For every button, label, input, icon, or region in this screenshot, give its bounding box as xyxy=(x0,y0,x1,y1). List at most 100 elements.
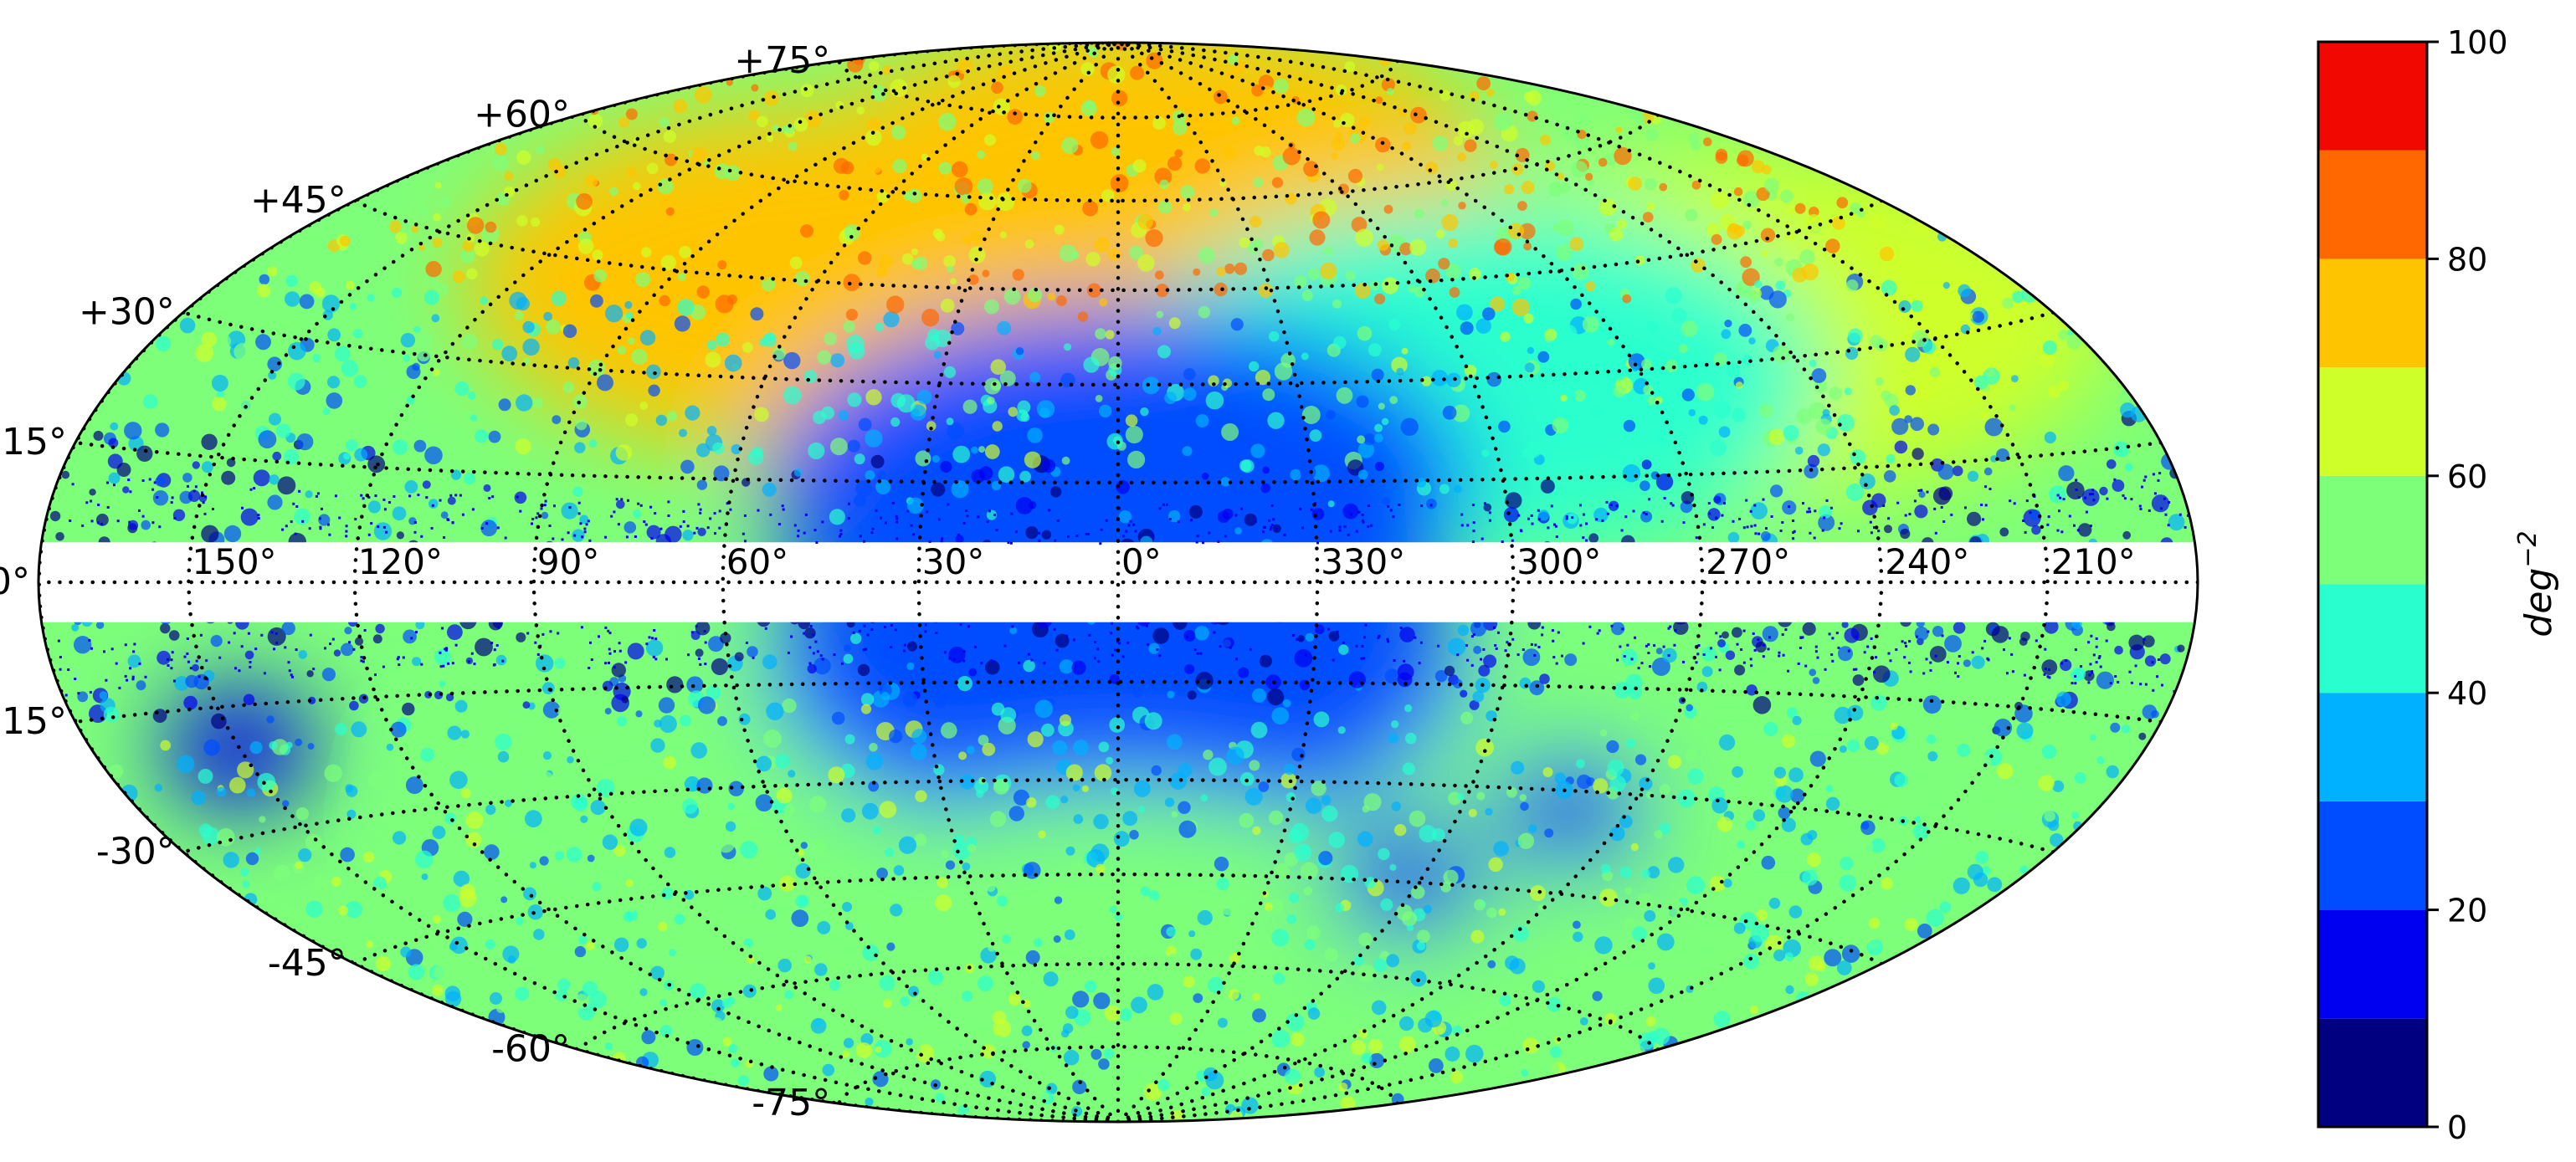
colorbar-tick-label: 20 xyxy=(2447,893,2487,929)
fringe-point xyxy=(1268,519,1271,522)
fringe-point xyxy=(1316,541,1319,545)
fringe-point xyxy=(617,523,620,526)
fringe-point xyxy=(819,654,823,658)
fringe-point xyxy=(377,525,380,529)
speckle xyxy=(1025,526,1039,540)
speckle xyxy=(1560,394,1568,402)
speckle xyxy=(1713,1011,1731,1028)
speckle xyxy=(1262,388,1275,402)
fringe-point xyxy=(1472,521,1475,525)
fringe-point xyxy=(654,637,658,641)
fringe-point xyxy=(352,648,356,651)
fringe-point xyxy=(2152,473,2155,476)
fringe-point xyxy=(1547,526,1550,530)
speckle xyxy=(858,417,872,432)
fringe-point xyxy=(1240,507,1244,510)
speckle xyxy=(1007,109,1024,125)
fringe-point xyxy=(1887,517,1891,520)
fringe-point xyxy=(1835,632,1839,635)
fringe-point xyxy=(1234,514,1238,517)
fringe-point xyxy=(2164,513,2168,516)
fringe-point xyxy=(1715,516,1718,520)
fringe-point xyxy=(871,527,875,530)
fringe-point xyxy=(1127,524,1131,527)
fringe-point xyxy=(408,494,412,498)
fringe-point xyxy=(2141,485,2143,489)
fringe-point xyxy=(1615,504,1619,508)
fringe-point xyxy=(1196,652,1199,655)
fringe-point xyxy=(2089,493,2091,496)
fringe-point xyxy=(1660,520,1664,523)
fringe-point xyxy=(2076,529,2080,532)
fringe-point xyxy=(1361,644,1364,648)
fringe-point xyxy=(1105,519,1108,522)
fringe-point xyxy=(1799,637,1803,639)
fringe-point xyxy=(526,632,530,635)
fringe-point xyxy=(2011,670,2014,673)
fringe-point xyxy=(88,639,91,642)
speckle xyxy=(941,1063,960,1083)
fringe-point xyxy=(110,648,114,651)
speckle xyxy=(1912,823,1930,840)
fringe-point xyxy=(2024,530,2027,534)
fringe-point xyxy=(415,631,418,634)
speckle xyxy=(282,311,294,322)
fringe-point xyxy=(962,659,966,663)
speckle xyxy=(1017,178,1032,193)
fringe-point xyxy=(1362,657,1366,660)
fringe-point xyxy=(1488,511,1491,514)
fringe-point xyxy=(1702,523,1706,526)
fringe-point xyxy=(1571,516,1574,520)
fringe-point xyxy=(1531,522,1534,525)
speckle xyxy=(1116,1094,1127,1105)
fringe-point xyxy=(1399,627,1403,630)
fringe-point xyxy=(1166,503,1168,506)
fringe-point xyxy=(485,522,489,525)
fringe-point xyxy=(906,509,910,513)
fringe-point xyxy=(549,630,552,633)
fringe-point xyxy=(650,537,654,540)
fringe-point xyxy=(1738,517,1742,520)
fringe-point xyxy=(1361,514,1364,516)
fringe-point xyxy=(1299,507,1302,510)
fringe-point xyxy=(1808,507,1811,510)
longitude-label: 300° xyxy=(1516,541,1601,582)
speckle xyxy=(1187,690,1197,700)
fringe-point xyxy=(1934,531,1937,535)
fringe-point xyxy=(1950,513,1953,516)
fringe-point xyxy=(1471,504,1475,507)
speckle xyxy=(434,648,451,666)
fringe-point xyxy=(1169,518,1172,520)
speckle xyxy=(307,743,315,750)
fringe-point xyxy=(752,656,755,659)
fringe-point xyxy=(865,648,868,651)
fringe-point xyxy=(374,494,377,498)
fringe-point xyxy=(249,665,252,668)
fringe-point xyxy=(430,527,434,530)
fringe-point xyxy=(797,535,800,538)
speckle xyxy=(1090,1048,1102,1060)
speckle xyxy=(739,205,747,212)
fringe-point xyxy=(382,665,385,668)
fringe-point xyxy=(809,625,813,627)
fringe-point xyxy=(962,521,966,525)
fringe-point xyxy=(2144,683,2148,686)
speckle xyxy=(511,745,527,761)
latitude-label: +75° xyxy=(734,39,830,82)
fringe-point xyxy=(133,642,136,646)
fringe-point xyxy=(1907,661,1911,664)
fringe-point xyxy=(883,626,886,628)
fringe-point xyxy=(2152,688,2155,692)
speckle xyxy=(627,642,644,660)
fringe-point xyxy=(1749,658,1752,661)
fringe-point xyxy=(141,479,145,482)
fringe-point xyxy=(1350,513,1352,516)
fringe-point xyxy=(1824,668,1827,671)
speckle xyxy=(813,657,831,675)
speckle xyxy=(1238,667,1250,678)
fringe-point xyxy=(885,521,887,525)
speckle xyxy=(1351,217,1368,233)
speckle xyxy=(695,648,704,658)
speckle xyxy=(1167,734,1183,750)
fringe-point xyxy=(610,514,613,518)
